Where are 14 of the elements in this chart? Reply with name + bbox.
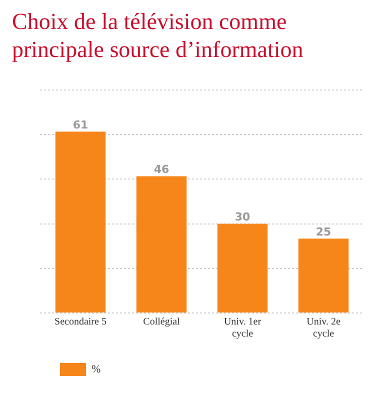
bar xyxy=(55,132,106,312)
x-tick-label: Univ. 1er cycle xyxy=(224,316,262,340)
data-label: 61 xyxy=(72,118,88,132)
x-tick-label: Secondaire 5 xyxy=(54,316,106,328)
bar xyxy=(217,224,268,312)
data-label: 30 xyxy=(234,210,250,224)
bar xyxy=(298,238,349,312)
data-label: 46 xyxy=(154,163,170,176)
x-tick-label: Collégial xyxy=(143,316,180,328)
chart-title: Choix de la télévision comme principale source d’information xyxy=(12,8,304,64)
legend-label: % xyxy=(92,363,101,376)
bar xyxy=(136,176,187,312)
data-label: 25 xyxy=(316,226,332,239)
x-tick-label: Univ. 2e cycle xyxy=(306,316,341,340)
